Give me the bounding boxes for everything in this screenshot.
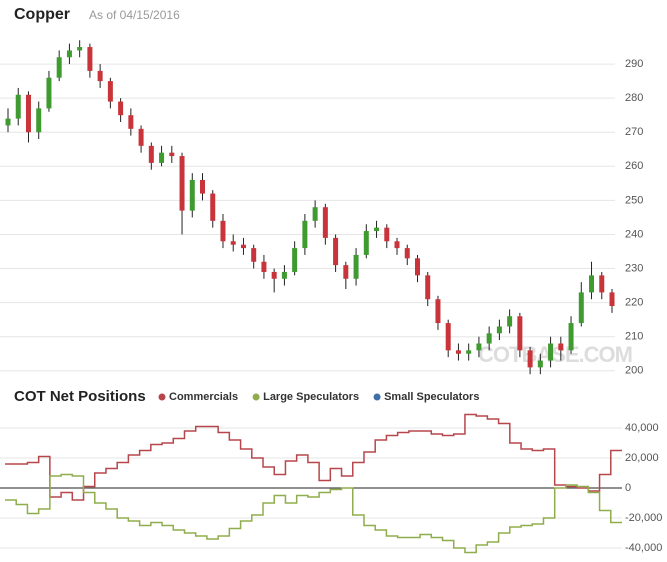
candle-body (558, 343, 564, 351)
candle-body (56, 57, 62, 78)
candle-body (128, 115, 134, 129)
candle-body (25, 94, 31, 133)
candle-body (445, 323, 451, 351)
candle-body (507, 316, 513, 327)
candle-body (548, 343, 554, 361)
legend-label: Large Speculators (263, 391, 359, 403)
y-tick-label: 200 (625, 365, 643, 377)
candle-body (87, 47, 93, 71)
candle-body (36, 108, 42, 133)
candle-body (169, 152, 175, 157)
candle-body (107, 81, 113, 102)
candle-body (312, 207, 318, 221)
candle-body (230, 241, 236, 245)
y-tick-label: 210 (625, 331, 643, 343)
series-line (5, 473, 622, 554)
y-tick-label: 280 (625, 92, 643, 104)
candle-body (77, 47, 83, 51)
candle-body (404, 248, 410, 259)
y-tick-label: 220 (625, 297, 643, 309)
candle-body (66, 50, 72, 58)
candle-body (322, 207, 328, 238)
candle-body (281, 271, 287, 279)
candle-body (455, 350, 461, 354)
y-tick-label: 270 (625, 126, 643, 138)
candle-body (148, 145, 154, 163)
watermark: COTBASE.COM (478, 342, 632, 367)
legend-label: Small Speculators (384, 391, 479, 403)
y-tick-label: -40,000 (625, 542, 662, 554)
candle-body (486, 333, 492, 344)
candle-body (527, 350, 533, 368)
candle-body (302, 220, 308, 249)
y-tick-label: -20,000 (625, 512, 662, 524)
legend-marker (373, 393, 381, 401)
candle-body (414, 258, 420, 276)
candle-body (271, 271, 277, 279)
candle-body (46, 77, 52, 109)
candle-body (496, 326, 502, 334)
candle-body (609, 292, 615, 307)
candle-body (210, 193, 216, 221)
y-tick-label: 230 (625, 262, 643, 274)
candle-body (517, 316, 523, 351)
y-tick-label: 240 (625, 228, 643, 240)
candle-body (589, 275, 595, 293)
candle-body (261, 261, 267, 272)
candle-body (425, 275, 431, 300)
candle-body (118, 101, 124, 116)
series-line (5, 413, 622, 501)
y-tick-label: 0 (625, 482, 631, 494)
candle-body (374, 227, 380, 232)
candle-body (251, 248, 257, 262)
candle-body (384, 227, 390, 242)
candle-body (466, 350, 472, 354)
y-tick-label: 20,000 (625, 452, 659, 464)
candle-body (220, 220, 226, 242)
candle-body (159, 152, 165, 163)
candle-body (537, 360, 543, 368)
candle-body (578, 292, 584, 324)
candle-body (5, 118, 11, 126)
candle-body (353, 254, 359, 279)
chart-title: Copper (14, 6, 70, 23)
legend-marker (252, 393, 260, 401)
chart-subtitle: As of 04/15/2016 (89, 8, 180, 22)
candle-body (189, 179, 195, 211)
y-tick-label: 40,000 (625, 422, 659, 434)
chart-title: COT Net Positions (14, 388, 146, 405)
candle-body (15, 94, 21, 119)
candle-body (179, 156, 185, 211)
candle-body (200, 179, 206, 194)
candle-body (599, 275, 605, 293)
candle-body (240, 244, 246, 249)
candle-body (138, 128, 144, 146)
y-tick-label: 260 (625, 160, 643, 172)
candle-body (333, 237, 339, 266)
candle-body (292, 248, 298, 272)
legend-label: Commercials (169, 391, 238, 403)
candle-body (97, 70, 103, 82)
y-tick-label: 290 (625, 58, 643, 70)
y-tick-label: 250 (625, 194, 643, 206)
candle-body (476, 343, 482, 351)
candle-body (394, 241, 400, 249)
candle-body (343, 265, 349, 279)
candle-body (435, 299, 441, 324)
legend-marker (158, 393, 166, 401)
candle-body (568, 323, 574, 351)
candle-body (363, 231, 369, 255)
